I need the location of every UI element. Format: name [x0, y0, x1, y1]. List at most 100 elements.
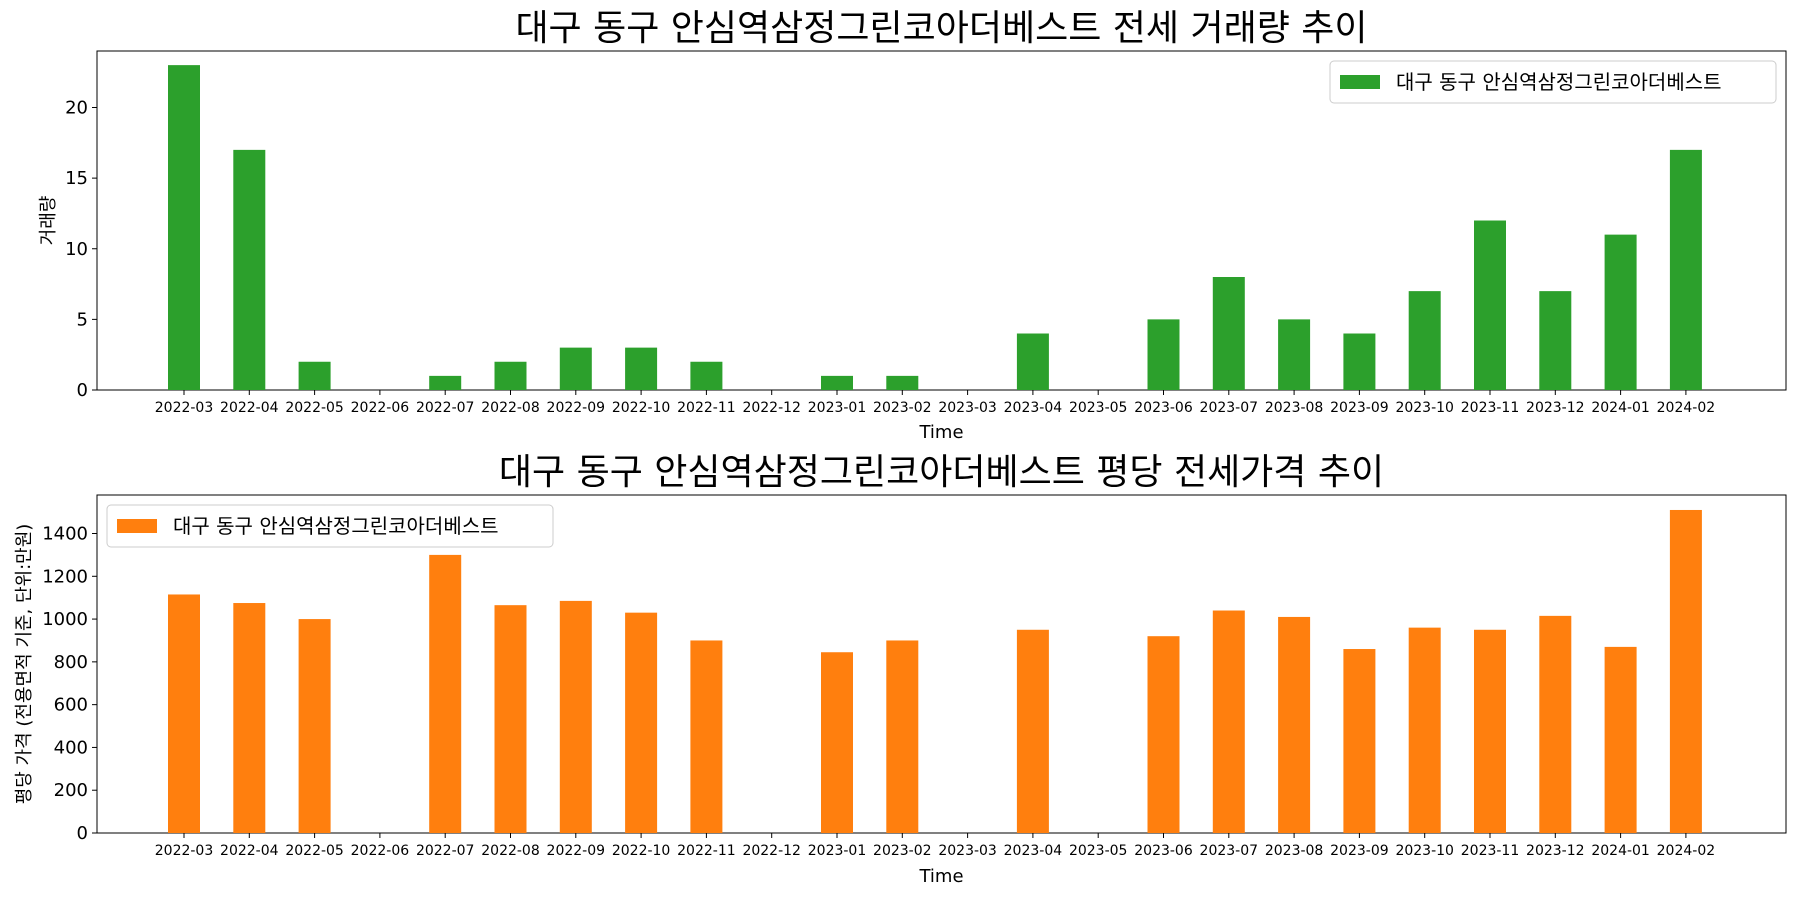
bar-2022-05 — [298, 361, 331, 390]
bar-2024-02 — [1669, 509, 1702, 833]
x-tick-label: 2022-08 — [481, 843, 540, 859]
bar-2023-10 — [1408, 291, 1441, 390]
legend-label: 대구 동구 안심역삼정그린코아더베스트 — [173, 514, 499, 538]
y-tick-label: 800 — [54, 652, 88, 673]
x-tick-label: 2022-03 — [155, 843, 214, 859]
bar-2022-11 — [690, 640, 723, 833]
bar-2022-10 — [625, 612, 658, 833]
bar-2024-02 — [1669, 149, 1702, 390]
bar-2023-08 — [1278, 616, 1311, 833]
y-tick-label: 1000 — [42, 609, 88, 630]
bar-2022-08 — [494, 361, 527, 390]
x-tick-label: 2023-06 — [1134, 843, 1193, 859]
x-axis-label: Time — [918, 422, 963, 443]
y-tick-label: 20 — [65, 98, 88, 119]
y-tick-label: 0 — [77, 823, 88, 844]
y-tick-label: 10 — [65, 239, 88, 260]
legend-swatch — [117, 519, 157, 533]
bar-2022-05 — [298, 619, 331, 833]
bar-2023-06 — [1147, 636, 1180, 833]
bar-2023-09 — [1343, 333, 1376, 390]
x-tick-label: 2023-09 — [1330, 843, 1389, 859]
x-tick-label: 2022-11 — [677, 400, 736, 416]
x-tick-label: 2022-06 — [351, 843, 410, 859]
y-tick-label: 200 — [54, 780, 88, 801]
bar-2023-10 — [1408, 627, 1441, 833]
bar-2024-01 — [1604, 234, 1637, 390]
bar-2023-12 — [1539, 291, 1572, 390]
bar-2022-11 — [690, 361, 723, 390]
bar-2022-04 — [233, 149, 266, 390]
bar-2022-08 — [494, 605, 527, 833]
x-tick-label: 2023-12 — [1526, 400, 1585, 416]
x-tick-label: 2023-12 — [1526, 843, 1585, 859]
x-tick-label: 2023-11 — [1461, 400, 1520, 416]
plot-frame — [96, 494, 1787, 834]
legend-label: 대구 동구 안심역삼정그린코아더베스트 — [1396, 70, 1722, 94]
x-tick-label: 2023-04 — [1004, 843, 1063, 859]
x-tick-label: 2023-10 — [1395, 843, 1454, 859]
x-tick-label: 2022-09 — [547, 400, 606, 416]
x-tick-label: 2022-09 — [547, 843, 606, 859]
legend-box — [1329, 60, 1777, 104]
x-tick-label: 2024-02 — [1657, 843, 1716, 859]
x-tick-label: 2022-07 — [416, 400, 475, 416]
x-tick-label: 2023-05 — [1069, 843, 1128, 859]
chart-title: 대구 동구 안심역삼정그린코아더베스트 평당 전세가격 추이 — [499, 452, 1384, 493]
x-tick-label: 2023-09 — [1330, 400, 1389, 416]
bar-2023-01 — [821, 652, 853, 833]
x-tick-label: 2023-11 — [1461, 843, 1520, 859]
y-axis-label: 평당 가격 (전용면적 기준, 단위:만원) — [14, 524, 35, 805]
bar-2022-07 — [429, 375, 462, 390]
bar-2022-09 — [559, 347, 592, 390]
y-tick-label: 5 — [77, 309, 88, 330]
x-axis-label: Time — [918, 866, 963, 887]
legend-swatch — [1340, 75, 1380, 89]
bar-2022-09 — [559, 600, 592, 833]
bar-2023-04 — [1016, 333, 1049, 390]
x-tick-label: 2024-01 — [1591, 400, 1650, 416]
bar-2023-09 — [1343, 649, 1376, 833]
bar-2023-07 — [1212, 277, 1245, 390]
plot-frame — [96, 50, 1787, 391]
y-tick-label: 1200 — [42, 566, 88, 587]
x-tick-label: 2023-07 — [1200, 843, 1259, 859]
x-tick-label: 2023-06 — [1134, 400, 1193, 416]
x-tick-label: 2022-05 — [285, 843, 344, 859]
bar-2022-03 — [168, 594, 200, 833]
legend-box — [106, 504, 554, 548]
x-tick-label: 2023-10 — [1395, 400, 1454, 416]
y-tick-label: 0 — [77, 380, 88, 401]
x-tick-label: 2023-01 — [808, 843, 867, 859]
x-tick-label: 2022-03 — [155, 400, 214, 416]
x-tick-label: 2022-12 — [742, 400, 801, 416]
x-tick-label: 2023-08 — [1265, 843, 1324, 859]
y-tick-label: 400 — [54, 737, 88, 758]
x-tick-label: 2023-04 — [1004, 400, 1063, 416]
y-tick-label: 600 — [54, 695, 88, 716]
bar-2023-02 — [886, 375, 919, 390]
x-tick-label: 2023-07 — [1200, 400, 1259, 416]
x-tick-label: 2022-05 — [285, 400, 344, 416]
x-tick-label: 2023-03 — [938, 843, 997, 859]
x-tick-label: 2022-06 — [351, 400, 410, 416]
bar-2023-07 — [1212, 610, 1245, 833]
x-tick-label: 2022-04 — [220, 843, 279, 859]
bar-2023-08 — [1278, 319, 1311, 390]
x-tick-label: 2022-12 — [742, 843, 801, 859]
y-axis-label: 거래량 — [38, 196, 59, 246]
x-tick-label: 2022-10 — [612, 400, 671, 416]
x-tick-label: 2023-02 — [873, 400, 932, 416]
x-tick-label: 2022-04 — [220, 400, 279, 416]
bar-2023-06 — [1147, 319, 1180, 390]
x-tick-label: 2024-02 — [1657, 400, 1716, 416]
x-tick-label: 2023-01 — [808, 400, 867, 416]
chart-title: 대구 동구 안심역삼정그린코아더베스트 전세 거래량 추이 — [515, 8, 1367, 49]
y-tick-label: 15 — [65, 168, 88, 189]
x-tick-label: 2024-01 — [1591, 843, 1650, 859]
bar-2023-04 — [1016, 629, 1049, 833]
y-tick-label: 1400 — [42, 524, 88, 545]
x-tick-label: 2023-08 — [1265, 400, 1324, 416]
